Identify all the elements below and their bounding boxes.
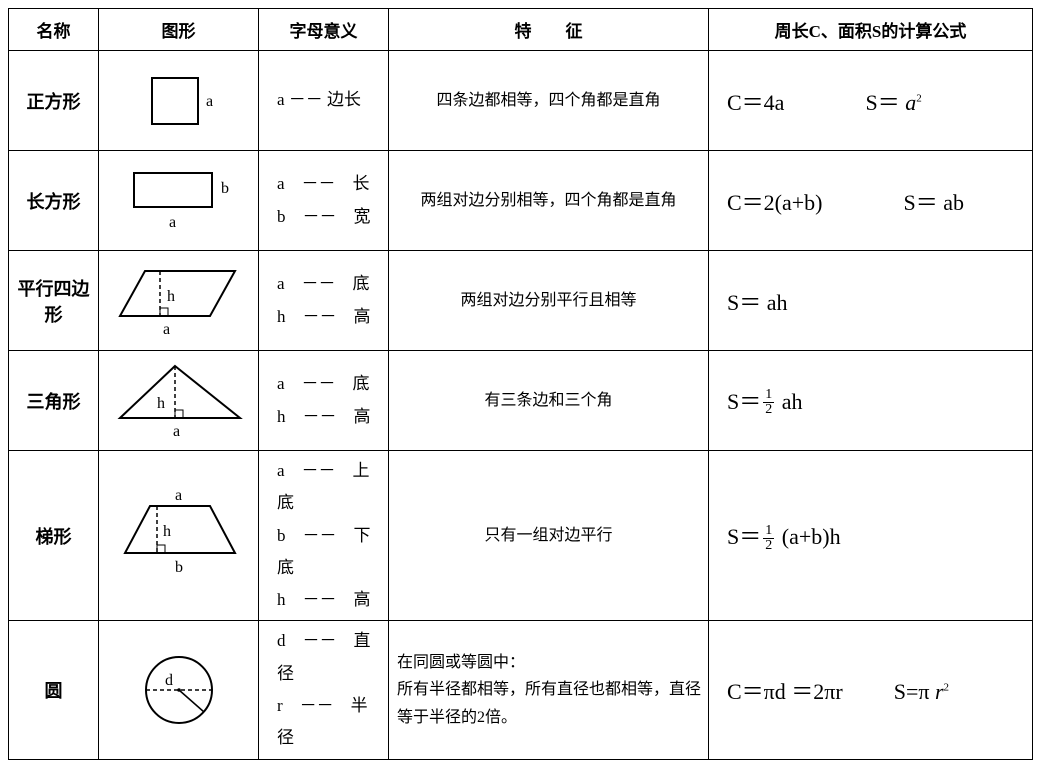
header-row: 名称 图形 字母意义 特 征 周长C、面积S的计算公式: [9, 9, 1033, 51]
formula-s: S＝ ab: [904, 190, 965, 215]
formula-parallelogram: S＝ ah: [709, 251, 1033, 351]
feature-square: 四条边都相等，四个角都是直角: [389, 51, 709, 151]
formula-s: S＝12 (a+b)h: [727, 524, 841, 549]
meaning-parallelogram: a －－ 底 h －－ 高: [259, 251, 389, 351]
header-formula: 周长C、面积S的计算公式: [709, 9, 1033, 51]
formula-square: C＝4a S＝ a2: [709, 51, 1033, 151]
name-circle: 圆: [9, 621, 99, 759]
square-icon: a: [124, 66, 234, 136]
meaning-line: a －－ 长: [277, 174, 370, 193]
formula-c: C＝2(a+b): [727, 190, 823, 215]
svg-text:a: a: [163, 321, 170, 338]
svg-text:a: a: [173, 423, 180, 440]
shape-parallelogram: h a: [99, 251, 259, 351]
svg-text:h: h: [163, 523, 171, 540]
formula-s: S=π r2: [894, 679, 949, 704]
meaning-line: d －－ 直径: [277, 631, 371, 682]
meaning-line: h －－ 高: [277, 590, 371, 609]
formula-c: C＝4a: [727, 90, 784, 115]
feature-rectangle: 两组对边分别相等，四个角都是直角: [389, 151, 709, 251]
feature-circle: 在同圆或等圆中：所有半径都相等，所有直径也都相等，直径等于半径的2倍。: [389, 621, 709, 759]
meaning-line: a －－ 上底: [277, 461, 370, 512]
name-square: 正方形: [9, 51, 99, 151]
svg-text:d: d: [165, 672, 173, 689]
name-parallelogram: 平行四边形: [9, 251, 99, 351]
meaning-line: r －－ 半径: [277, 696, 368, 747]
shape-trapezoid: a h b: [99, 451, 259, 621]
formula-triangle: S＝12 ah: [709, 351, 1033, 451]
svg-text:h: h: [157, 395, 165, 412]
meaning-trapezoid: a －－ 上底 b －－ 下底 h －－ 高: [259, 451, 389, 621]
row-parallelogram: 平行四边形 h a a －－ 底 h －－ 高 两组对边分别平行且相等 S＝ a…: [9, 251, 1033, 351]
meaning-line: h －－ 高: [277, 407, 371, 426]
meaning-line: b －－ 宽: [277, 207, 371, 226]
formula-c: C＝πd ＝2πr: [727, 679, 843, 704]
feature-trapezoid: 只有一组对边平行: [389, 451, 709, 621]
feature-parallelogram: 两组对边分别平行且相等: [389, 251, 709, 351]
row-square: 正方形 a a －－ 边长 四条边都相等，四个角都是直角 C＝4a S＝ a2: [9, 51, 1033, 151]
meaning-rectangle: a －－ 长 b －－ 宽: [259, 151, 389, 251]
formula-s: S＝ ah: [727, 290, 788, 315]
name-triangle: 三角形: [9, 351, 99, 451]
shape-square: a: [99, 51, 259, 151]
row-trapezoid: 梯形 a h b a －－ 上底 b －－ 下底 h －－ 高 只有一组对边平行…: [9, 451, 1033, 621]
shape-circle: d: [99, 621, 259, 759]
svg-text:a: a: [206, 93, 213, 110]
shape-triangle: h a: [99, 351, 259, 451]
svg-text:h: h: [167, 288, 175, 305]
formula-s: S＝ a2: [865, 90, 921, 115]
row-circle: 圆 d d －－ 直径 r －－ 半径 在同圆或等圆中：所有半径都相等，所有直径…: [9, 621, 1033, 759]
svg-text:b: b: [175, 559, 183, 576]
formula-rectangle: C＝2(a+b) S＝ ab: [709, 151, 1033, 251]
rectangle-icon: b a: [109, 161, 249, 241]
circle-icon: d: [119, 645, 239, 735]
meaning-triangle: a －－ 底 h －－ 高: [259, 351, 389, 451]
meaning-line: a －－ 底: [277, 274, 370, 293]
meaning-line: a －－ 底: [277, 374, 370, 393]
meaning-line: b －－ 下底: [277, 526, 371, 577]
feature-triangle: 有三条边和三个角: [389, 351, 709, 451]
triangle-icon: h a: [105, 356, 255, 446]
svg-text:b: b: [221, 180, 229, 197]
header-shape: 图形: [99, 9, 259, 51]
shape-rectangle: b a: [99, 151, 259, 251]
meaning-line: h －－ 高: [277, 307, 371, 326]
shapes-table: 名称 图形 字母意义 特 征 周长C、面积S的计算公式 正方形 a a －－ 边…: [8, 8, 1033, 760]
formula-trapezoid: S＝12 (a+b)h: [709, 451, 1033, 621]
header-name: 名称: [9, 9, 99, 51]
formula-circle: C＝πd ＝2πr S=π r2: [709, 621, 1033, 759]
name-rectangle: 长方形: [9, 151, 99, 251]
row-triangle: 三角形 h a a －－ 底 h －－ 高 有三条边和三个角 S＝12 ah: [9, 351, 1033, 451]
header-meaning: 字母意义: [259, 9, 389, 51]
formula-s: S＝12 ah: [727, 389, 803, 414]
meaning-square: a －－ 边长: [259, 51, 389, 151]
meaning-circle: d －－ 直径 r －－ 半径: [259, 621, 389, 759]
parallelogram-icon: h a: [105, 256, 255, 346]
meaning-line: a －－ 边长: [277, 90, 361, 109]
header-feature: 特 征: [389, 9, 709, 51]
svg-text:a: a: [175, 488, 182, 504]
svg-text:a: a: [169, 214, 176, 231]
row-rectangle: 长方形 b a a －－ 长 b －－ 宽 两组对边分别相等，四个角都是直角 C…: [9, 151, 1033, 251]
trapezoid-icon: a h b: [105, 488, 255, 583]
name-trapezoid: 梯形: [9, 451, 99, 621]
